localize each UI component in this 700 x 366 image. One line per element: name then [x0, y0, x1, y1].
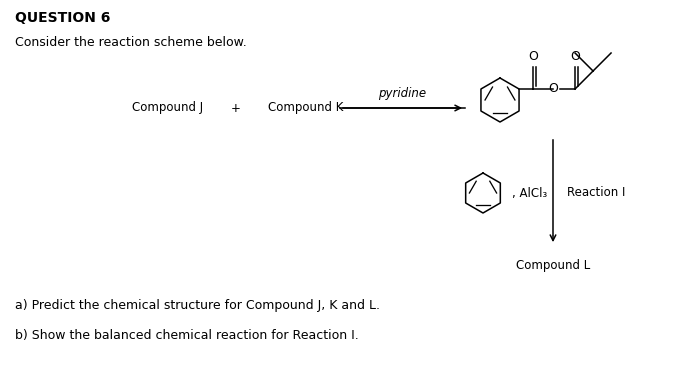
Text: O: O	[528, 50, 538, 63]
Text: Consider the reaction scheme below.: Consider the reaction scheme below.	[15, 36, 246, 49]
Text: a) Predict the chemical structure for Compound J, K and L.: a) Predict the chemical structure for Co…	[15, 299, 380, 311]
Text: +: +	[231, 101, 241, 115]
Text: , AlCl₃: , AlCl₃	[512, 187, 547, 199]
Text: QUESTION 6: QUESTION 6	[15, 11, 111, 25]
Text: pyridine: pyridine	[379, 87, 426, 100]
Text: b) Show the balanced chemical reaction for Reaction I.: b) Show the balanced chemical reaction f…	[15, 329, 358, 341]
Text: Compound K: Compound K	[268, 101, 344, 115]
Text: O: O	[548, 82, 558, 96]
Text: O: O	[570, 50, 580, 63]
Text: Compound J: Compound J	[132, 101, 204, 115]
Text: Reaction I: Reaction I	[567, 187, 625, 199]
Text: Compound L: Compound L	[516, 258, 590, 272]
